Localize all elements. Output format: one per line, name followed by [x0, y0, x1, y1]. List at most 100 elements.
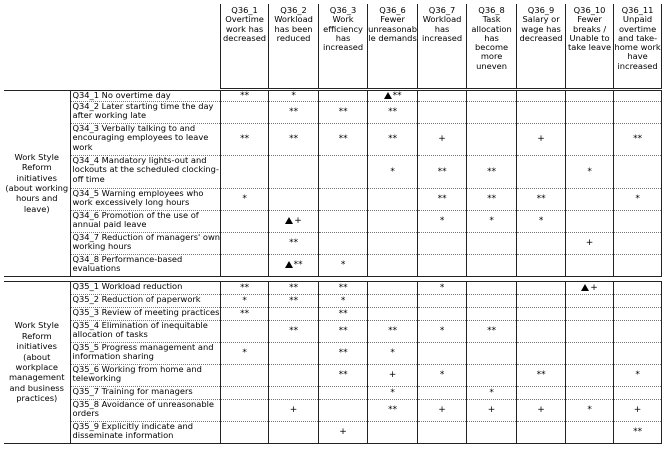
significance-cell	[318, 231, 368, 254]
significance-cell	[613, 385, 663, 399]
significance-cell	[466, 253, 517, 277]
column-header: Q36_3 Work efficiency has increased	[318, 4, 368, 89]
text-line: increased	[322, 42, 364, 53]
significance-cell	[565, 306, 614, 320]
significance-cell	[613, 306, 663, 320]
significance-mark: **	[388, 107, 398, 117]
text-line: Unable to	[569, 32, 610, 43]
text-line: Q36_2	[280, 5, 307, 15]
significance-cell: *	[367, 341, 418, 364]
text-line: Q34_3 Verbally talking to and	[72, 123, 196, 133]
table-row: Q34_6 Promotion of the use of annual paid…	[4, 209, 663, 232]
table-row: Q34_8 Performance-based evaluations ** *	[4, 253, 663, 277]
significance-cell: *	[367, 385, 418, 399]
significance-cell: **	[318, 363, 368, 386]
significance-mark: **	[338, 348, 348, 358]
significance-cell: *	[516, 209, 566, 232]
significance-cell: +	[565, 280, 614, 294]
significance-mark: **	[487, 194, 497, 204]
significance-cell: +	[466, 398, 517, 421]
significance-cell	[516, 385, 566, 399]
row-label: Q35_4 Elimination of inequitable allocati…	[69, 319, 221, 342]
table-row: Q35_6 Working from home and teleworking **…	[4, 363, 663, 386]
section-label: Work Style Reform initiatives (about workpla…	[4, 280, 70, 444]
text-line: Q36_1	[231, 5, 258, 15]
text-line: unreasonab	[368, 23, 418, 34]
significance-mark: **	[392, 90, 402, 101]
significance-cell	[367, 420, 418, 444]
significance-cell: **	[367, 100, 418, 123]
significance-cell	[565, 100, 614, 123]
text-line: Work Style	[14, 151, 60, 162]
significance-cell	[318, 398, 368, 421]
significance-mark: +	[289, 405, 298, 415]
significance-cell	[318, 385, 368, 399]
column-header: Q36_8 Task allocation has become more uneven	[466, 4, 517, 89]
text-line: Q36_7	[428, 5, 456, 15]
significance-mark: **	[289, 134, 299, 144]
significance-mark: **	[338, 370, 348, 380]
significance-mark: *	[587, 405, 592, 415]
significance-cell	[220, 253, 269, 277]
row-label: Q35_7 Training for managers	[69, 385, 221, 399]
row-label: Q34_4 Mandatory lights-out and lockouts a…	[69, 154, 221, 188]
text-line: Q35_3 Review of meeting practices	[72, 307, 220, 317]
row-label: Q34_6 Promotion of the use of annual paid…	[69, 209, 221, 232]
significance-cell	[466, 280, 517, 294]
text-line: management	[8, 372, 65, 383]
significance-cell: **	[268, 100, 319, 123]
significance-cell	[417, 385, 467, 399]
text-line: le demands	[368, 32, 417, 43]
table-row: Q35_5 Progress management and information…	[4, 341, 663, 364]
significance-cell	[268, 154, 319, 188]
text-line: Q36_6	[379, 5, 406, 15]
significance-cell	[565, 420, 614, 444]
significance-cell: **	[466, 187, 517, 210]
significance-mark: **	[633, 134, 643, 144]
significance-mark: *	[439, 326, 445, 336]
significance-cell	[220, 385, 269, 399]
column-header: Q36_7 Workload has increased	[417, 4, 467, 89]
text-line: Q35_9 Explicitly indicate and	[72, 421, 194, 431]
row-label: Q34_2 Later starting time the day after w…	[69, 100, 221, 123]
significance-mark: +	[438, 134, 446, 144]
significance-mark: **	[240, 90, 250, 101]
text-line: Overtime	[225, 14, 264, 25]
significance-mark: **	[388, 326, 398, 336]
significance-mark: *	[390, 166, 395, 177]
significance-cell	[220, 209, 269, 232]
significance-mark: **	[289, 107, 299, 117]
significance-cell	[466, 420, 517, 444]
text-line: reduced	[276, 32, 311, 43]
significance-cell	[466, 122, 517, 155]
text-line: Fewer	[380, 14, 405, 25]
significance-cell	[516, 293, 566, 307]
significance-mark: +	[537, 405, 545, 415]
significance-cell	[516, 231, 566, 254]
text-line: Q35_6 Working from home and	[72, 364, 202, 374]
significance-cell: +	[268, 209, 319, 232]
row-label: Q35_3 Review of meeting practices	[69, 306, 221, 320]
significance-mark: **	[338, 326, 348, 336]
column-header: Q36_11 Unpaid overtime and take-home work ha…	[613, 4, 663, 89]
significance-cell	[417, 293, 467, 307]
text-line: Q35_2 Reduction of paperwork	[72, 294, 201, 304]
significance-cell	[516, 89, 566, 101]
significance-cell	[220, 363, 269, 386]
significance-cell	[466, 293, 517, 307]
text-line: increased	[617, 60, 658, 71]
significance-mark: *	[439, 282, 445, 293]
text-line: Salary or	[522, 14, 560, 25]
text-line: off time	[72, 173, 105, 184]
significance-cell	[613, 231, 663, 254]
significance-cell	[220, 100, 269, 123]
results-table: Q36_1 Overtime work has decreased Q36_2 Workl…	[4, 4, 663, 444]
significance-cell: +	[417, 122, 467, 155]
significance-mark: *	[439, 370, 445, 380]
text-line: Fewer	[577, 14, 602, 25]
text-line: Q34_7 Reduction of managers' own	[72, 232, 221, 242]
negative-triangle-icon	[581, 283, 590, 291]
significance-cell	[268, 363, 319, 386]
significance-mark: **	[487, 166, 497, 177]
